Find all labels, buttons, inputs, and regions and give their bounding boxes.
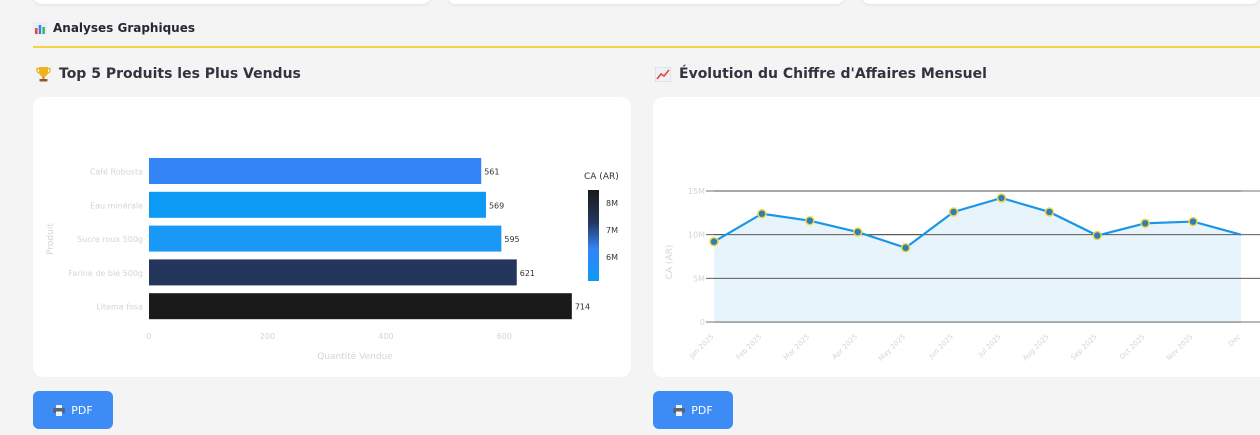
category-tick-label: Farine de blé 500g <box>69 268 143 278</box>
summary-card <box>447 0 845 4</box>
x-tick-label: 600 <box>497 332 512 341</box>
bar-chart-panel: 561 Café Robusta 569 Eau minérale 595 Sucre r… <box>33 97 631 377</box>
x-tick-label: Feb 2025 <box>735 333 764 362</box>
x-tick-label: May 2025 <box>877 333 907 363</box>
bar-chart-title: Top 5 Produits les Plus Vendus <box>36 66 301 82</box>
section-title: Analyses Graphiques <box>53 21 195 35</box>
bar-chart: 561 Café Robusta 569 Eau minérale 595 Sucre r… <box>46 158 619 362</box>
pdf-button-label: PDF <box>691 403 713 417</box>
colorbar <box>588 190 599 281</box>
y-tick-label: 5M <box>693 274 705 283</box>
category-tick-label: Sucre roux 500g <box>77 235 143 244</box>
bar-2 <box>149 225 502 252</box>
trend-chart-icon <box>655 66 671 82</box>
line-chart: 0 5M 10M 15M CA (AR) Jan 2025 Feb 2025 Mar 2025… <box>665 187 1260 363</box>
data-point <box>996 193 1007 203</box>
category-tick-label: Litema fosa <box>96 303 143 312</box>
bar-value-label: 561 <box>484 168 499 177</box>
data-point <box>709 236 719 247</box>
x-tick-label: Mar 2025 <box>782 333 811 362</box>
x-tick-label: Apr 2025 <box>831 333 859 361</box>
data-point <box>852 227 863 237</box>
x-axis-label: Quantité Vendue <box>317 351 393 362</box>
bar-4 <box>149 293 572 320</box>
line-chart-panel: 0 5M 10M 15M CA (AR) Jan 2025 Feb 2025 Mar 2025… <box>653 97 1260 377</box>
colorbar-tick-label: 6M <box>606 253 618 262</box>
section-divider <box>33 46 1260 48</box>
y-tick-label: 0 <box>700 318 705 327</box>
y-axis-label: Produit <box>46 223 56 255</box>
y-tick-label: 15M <box>688 187 705 196</box>
bar-value-label: 569 <box>489 201 504 210</box>
line-chart-pdf-button[interactable]: PDF <box>653 391 733 429</box>
x-tick-label: Sep 2025 <box>1070 333 1099 362</box>
printer-icon <box>673 404 686 416</box>
x-tick-label: Dec <box>1227 333 1242 348</box>
data-point <box>1140 218 1150 229</box>
colorbar-title: CA (AR) <box>584 172 619 182</box>
category-tick-label: Eau minérale <box>90 200 143 210</box>
x-tick-label: Oct 2025 <box>1118 333 1146 361</box>
trophy-icon <box>36 67 51 82</box>
y-axis-label: CA (AR) <box>665 245 675 280</box>
bar-value-label: 714 <box>575 303 590 312</box>
bar-value-label: 621 <box>520 269 535 278</box>
summary-card <box>861 0 1260 4</box>
data-point <box>1044 207 1055 217</box>
area-fill <box>714 197 1241 322</box>
x-tick-label: Nov 2025 <box>1165 333 1194 362</box>
x-tick-label: Jun 2025 <box>927 333 955 361</box>
bar-chart-title-text: Top 5 Produits les Plus Vendus <box>59 66 301 82</box>
x-tick-label: Jul 2025 <box>976 333 1003 360</box>
series-line <box>713 196 1242 249</box>
data-point <box>948 207 959 217</box>
line-chart-title-text: Évolution du Chiffre d'Affaires Mensuel <box>679 66 987 82</box>
bar-chart-icon <box>33 21 47 35</box>
data-point <box>805 215 815 226</box>
colorbar-tick-label: 8M <box>606 199 618 208</box>
pdf-button-label: PDF <box>71 403 93 417</box>
bar-0 <box>149 158 482 184</box>
bar-3 <box>149 259 517 286</box>
bar-1 <box>149 191 486 218</box>
bar-chart-pdf-button[interactable]: PDF <box>33 391 113 429</box>
data-point <box>1188 216 1198 227</box>
data-point <box>1092 230 1103 241</box>
x-tick-label: 400 <box>378 332 393 341</box>
line-chart-title: Évolution du Chiffre d'Affaires Mensuel <box>655 66 987 82</box>
x-tick-label: 0 <box>146 332 151 341</box>
section-header: Analyses Graphiques <box>33 21 195 35</box>
data-point <box>757 208 767 219</box>
printer-icon <box>53 404 66 416</box>
data-point <box>900 243 911 253</box>
category-tick-label: Café Robusta <box>90 167 143 177</box>
y-tick-label: 10M <box>688 231 705 240</box>
x-tick-label: 200 <box>260 332 275 341</box>
x-tick-label: Jan 2025 <box>687 333 715 361</box>
bar-value-label: 595 <box>504 235 519 244</box>
x-tick-label: Aug 2025 <box>1021 333 1050 362</box>
colorbar-tick-label: 7M <box>606 226 618 235</box>
summary-card <box>33 0 431 4</box>
